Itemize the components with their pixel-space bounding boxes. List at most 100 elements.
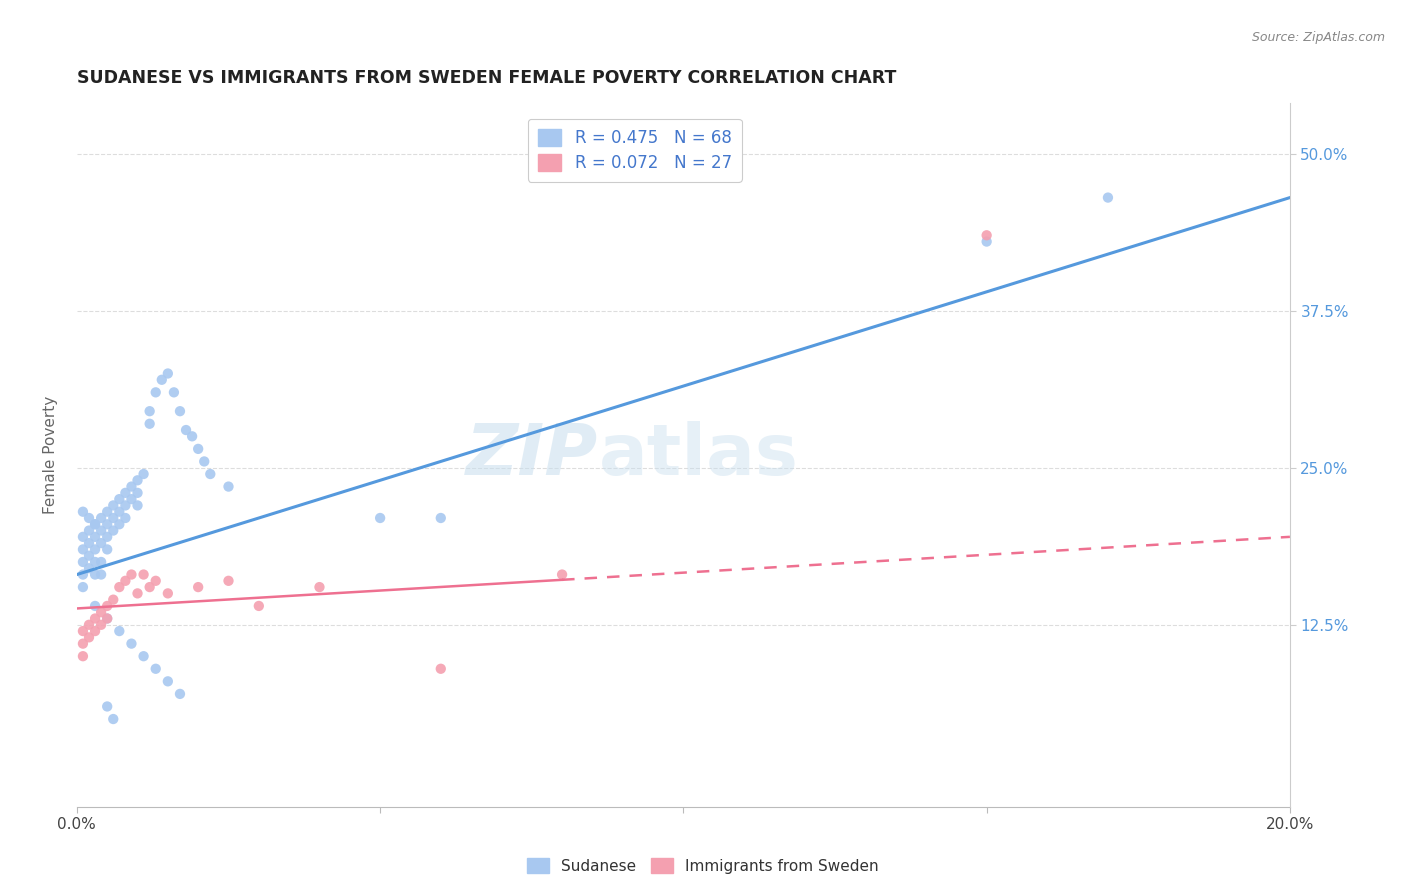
Point	[84, 555, 107, 569]
Point	[145, 385, 167, 400]
Legend: Sudanese, Immigrants from Sweden: Sudanese, Immigrants from Sweden	[522, 852, 884, 880]
Point	[138, 580, 160, 594]
Point	[72, 637, 94, 651]
Point	[308, 580, 330, 594]
Point	[103, 712, 125, 726]
Point	[200, 467, 222, 481]
Point	[1097, 191, 1119, 205]
Point	[77, 561, 100, 575]
Point	[120, 567, 142, 582]
Point	[84, 530, 107, 544]
Point	[138, 417, 160, 431]
Point	[77, 549, 100, 563]
Point	[90, 617, 112, 632]
Point	[96, 611, 118, 625]
Point	[138, 404, 160, 418]
Point	[150, 373, 173, 387]
Point	[96, 542, 118, 557]
Point	[103, 511, 125, 525]
Point	[132, 649, 155, 664]
Point	[96, 611, 118, 625]
Point	[77, 524, 100, 538]
Point	[84, 542, 107, 557]
Point	[127, 586, 149, 600]
Point	[90, 605, 112, 619]
Point	[976, 228, 998, 243]
Point	[247, 599, 270, 613]
Point	[108, 624, 131, 638]
Point	[120, 479, 142, 493]
Point	[108, 517, 131, 532]
Point	[114, 574, 136, 588]
Point	[127, 486, 149, 500]
Point	[368, 511, 391, 525]
Point	[108, 505, 131, 519]
Point	[156, 674, 179, 689]
Point	[72, 624, 94, 638]
Point	[551, 567, 574, 582]
Point	[108, 492, 131, 507]
Point	[84, 624, 107, 638]
Legend: R = 0.475   N = 68, R = 0.072   N = 27: R = 0.475 N = 68, R = 0.072 N = 27	[529, 119, 742, 182]
Point	[103, 524, 125, 538]
Point	[145, 662, 167, 676]
Point	[96, 530, 118, 544]
Point	[84, 517, 107, 532]
Point	[114, 511, 136, 525]
Point	[169, 687, 191, 701]
Point	[90, 524, 112, 538]
Point	[429, 662, 451, 676]
Point	[103, 592, 125, 607]
Point	[72, 649, 94, 664]
Point	[156, 367, 179, 381]
Point	[181, 429, 204, 443]
Point	[114, 486, 136, 500]
Point	[169, 404, 191, 418]
Point	[218, 479, 240, 493]
Y-axis label: Female Poverty: Female Poverty	[44, 396, 58, 515]
Point	[108, 580, 131, 594]
Point	[72, 567, 94, 582]
Point	[90, 555, 112, 569]
Point	[84, 567, 107, 582]
Point	[127, 473, 149, 487]
Point	[72, 580, 94, 594]
Point	[90, 567, 112, 582]
Point	[96, 517, 118, 532]
Point	[72, 542, 94, 557]
Point	[132, 567, 155, 582]
Point	[163, 385, 186, 400]
Point	[145, 574, 167, 588]
Point	[120, 492, 142, 507]
Point	[84, 599, 107, 613]
Point	[429, 511, 451, 525]
Text: atlas: atlas	[599, 421, 799, 490]
Point	[77, 536, 100, 550]
Point	[72, 505, 94, 519]
Text: Source: ZipAtlas.com: Source: ZipAtlas.com	[1251, 31, 1385, 45]
Text: SUDANESE VS IMMIGRANTS FROM SWEDEN FEMALE POVERTY CORRELATION CHART: SUDANESE VS IMMIGRANTS FROM SWEDEN FEMAL…	[77, 69, 896, 87]
Point	[187, 580, 209, 594]
Point	[103, 499, 125, 513]
Point	[976, 235, 998, 249]
Point	[132, 467, 155, 481]
Point	[96, 599, 118, 613]
Point	[193, 454, 215, 468]
Point	[90, 536, 112, 550]
Point	[187, 442, 209, 456]
Point	[96, 505, 118, 519]
Point	[72, 530, 94, 544]
Point	[114, 499, 136, 513]
Point	[156, 586, 179, 600]
Point	[77, 617, 100, 632]
Point	[77, 631, 100, 645]
Point	[84, 611, 107, 625]
Point	[90, 511, 112, 525]
Text: ZIP: ZIP	[467, 421, 599, 490]
Point	[120, 637, 142, 651]
Point	[96, 699, 118, 714]
Point	[84, 517, 107, 532]
Point	[127, 499, 149, 513]
Point	[72, 555, 94, 569]
Point	[218, 574, 240, 588]
